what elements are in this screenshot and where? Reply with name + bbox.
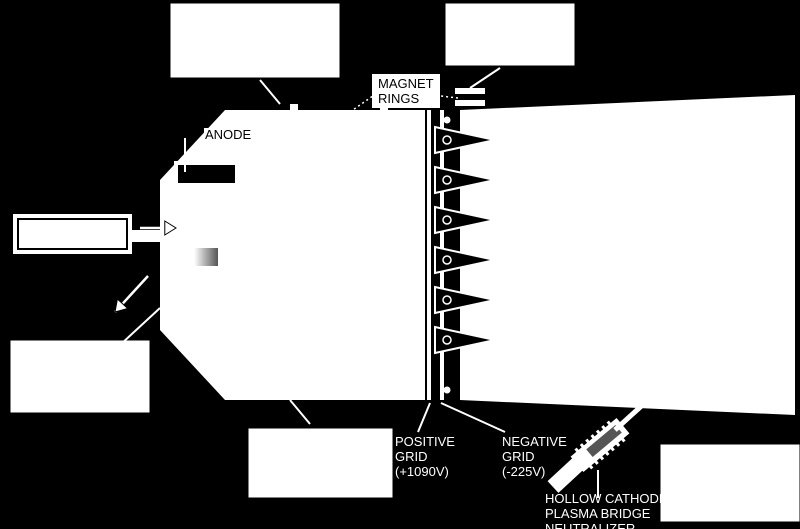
label-neutralizer: HOLLOW CATHODE PLASMA BRIDGE NEUTRALIZER bbox=[545, 492, 668, 529]
label-negative-grid: NEGATIVE GRID (-225V) bbox=[502, 435, 567, 480]
label-magnet-rings: MAGNET RINGS bbox=[378, 77, 434, 107]
label-positive-grid: POSITIVE GRID (+1090V) bbox=[395, 435, 455, 480]
label-anode: ANODE bbox=[204, 128, 252, 143]
